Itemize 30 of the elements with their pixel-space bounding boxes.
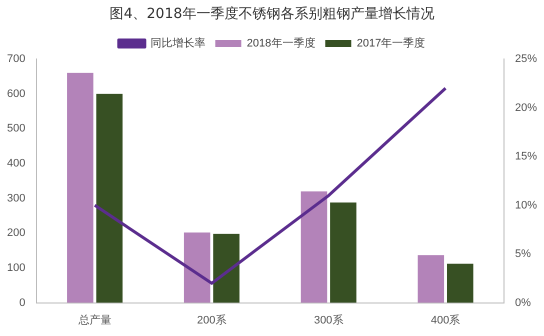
bar bbox=[330, 202, 356, 303]
y-tick-label: 300 bbox=[6, 192, 26, 204]
y2-tick-label: 10% bbox=[514, 199, 538, 212]
y-tick-label: 400 bbox=[6, 158, 26, 170]
legend-label: 2018年一季度 bbox=[246, 36, 316, 50]
bar bbox=[184, 232, 210, 303]
y-tick-label: 100 bbox=[6, 262, 26, 274]
y-tick-label: 700 bbox=[6, 53, 26, 66]
legend-label: 同比增长率 bbox=[150, 36, 206, 50]
x-tick-label: 200系 bbox=[197, 313, 226, 326]
bar bbox=[67, 72, 94, 303]
chart-title: 图4、2018年一季度不锈钢各系别粗钢产量增长情况 bbox=[108, 5, 436, 24]
y2-tick-label: 20% bbox=[514, 102, 538, 114]
x-tick-label: 400系 bbox=[430, 313, 460, 326]
y-tick-label: 200 bbox=[6, 227, 26, 240]
x-tick-label: 300系 bbox=[314, 313, 344, 326]
y2-tick-label: 5% bbox=[514, 248, 532, 260]
bar bbox=[96, 94, 123, 303]
x-tick-label: 总产量 bbox=[77, 313, 112, 326]
y2-tick-label: 25% bbox=[514, 53, 538, 66]
bar bbox=[418, 255, 444, 303]
bar bbox=[446, 264, 474, 303]
y2-tick-label: 0% bbox=[514, 296, 532, 309]
bar bbox=[300, 191, 328, 303]
y2-tick-label: 15% bbox=[514, 150, 538, 163]
legend-label: 2017年一季度 bbox=[356, 36, 426, 50]
y-tick-label: 0 bbox=[19, 296, 26, 309]
y-tick-label: 500 bbox=[6, 122, 26, 135]
y-tick-label: 600 bbox=[6, 88, 26, 100]
bar bbox=[213, 234, 240, 303]
